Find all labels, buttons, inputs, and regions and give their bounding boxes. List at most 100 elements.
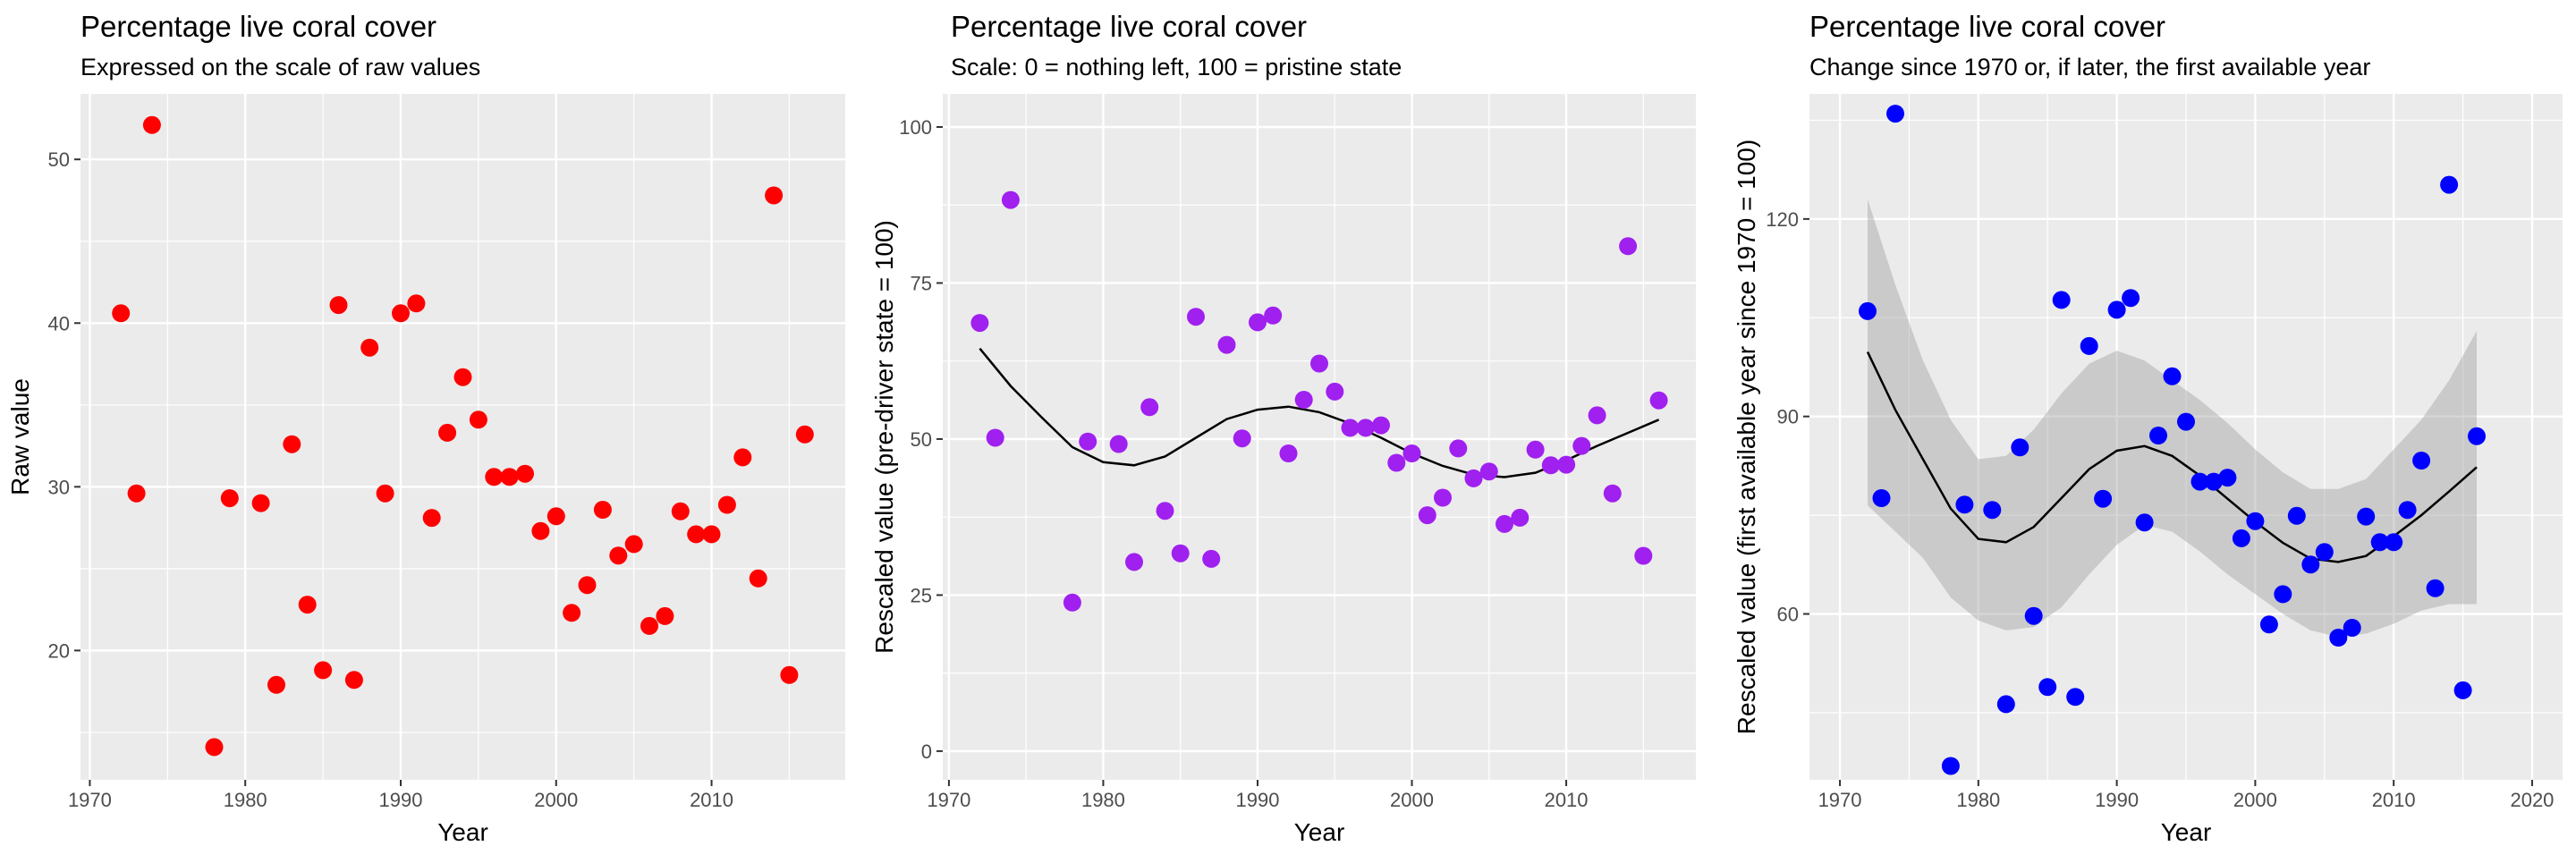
chart-title: Percentage live coral cover: [1809, 10, 2165, 43]
data-point: [1264, 306, 1283, 325]
data-point: [1464, 469, 1483, 487]
data-point: [127, 484, 146, 503]
x-tick-label: 2020: [2510, 789, 2554, 811]
data-point: [795, 425, 814, 444]
data-point: [2107, 300, 2126, 319]
data-point: [2440, 175, 2459, 194]
data-point: [1402, 444, 1421, 462]
data-point: [1634, 546, 1653, 565]
data-point: [2135, 513, 2154, 532]
data-point: [1109, 435, 1128, 453]
y-tick-label: 20: [48, 639, 70, 662]
data-point: [531, 521, 550, 540]
data-point: [1279, 444, 1298, 462]
y-tick-label: 90: [1777, 406, 1799, 428]
x-axis-title: Year: [437, 818, 488, 846]
y-axis-title: Raw value: [6, 378, 34, 495]
data-point: [407, 294, 426, 313]
y-axis-title: Rescaled value (pre-driver state = 100): [870, 220, 898, 654]
data-point: [298, 596, 317, 614]
data-point: [765, 186, 784, 205]
data-point: [142, 115, 161, 134]
data-point: [267, 675, 285, 694]
chart-subtitle: Change since 1970 or, if later, the firs…: [1809, 54, 2370, 80]
data-point: [1372, 416, 1390, 435]
data-point: [1526, 440, 1545, 459]
data-point: [2315, 543, 2334, 562]
data-point: [970, 314, 989, 333]
chart-panel-1: 1970 1980 1990 2000 2010 20 30 40 50 Percentage l…: [6, 10, 845, 846]
data-point: [1387, 453, 1406, 472]
data-point: [1588, 406, 1606, 425]
x-tick-label: 1970: [1818, 789, 1862, 811]
chart-title: Percentage live coral cover: [951, 10, 1307, 43]
data-point: [112, 304, 131, 323]
data-point: [1202, 549, 1221, 568]
data-point: [1326, 382, 1344, 401]
data-point: [702, 525, 721, 544]
data-point: [1079, 432, 1097, 451]
data-point: [251, 494, 270, 512]
data-point: [500, 468, 519, 486]
data-point: [485, 468, 504, 486]
data-point: [563, 604, 581, 622]
x-tick-label: 2000: [534, 789, 578, 811]
data-point: [314, 661, 333, 680]
plot-panel-background: [80, 94, 845, 780]
data-point: [2038, 678, 2057, 697]
data-point: [2177, 412, 2195, 431]
x-tick-label: 2010: [2372, 789, 2416, 811]
y-tick-label: 50: [48, 148, 70, 171]
x-tick-label: 2010: [1545, 789, 1589, 811]
data-point: [1156, 502, 1174, 520]
x-tick-label: 1980: [1956, 789, 2000, 811]
data-point: [593, 501, 612, 519]
x-tick-label: 1980: [224, 789, 267, 811]
data-point: [438, 423, 457, 442]
y-axis-title: Rescaled value (first available year sin…: [1733, 140, 1760, 734]
data-point: [2301, 555, 2320, 574]
data-point: [1140, 398, 1159, 417]
chart-subtitle: Expressed on the scale of raw values: [80, 54, 480, 80]
plot-panel-background: [943, 94, 1696, 780]
data-point: [1603, 484, 1622, 503]
data-point: [1434, 488, 1452, 507]
data-point: [780, 665, 799, 684]
data-point: [2287, 506, 2306, 525]
data-point: [469, 410, 487, 429]
data-point: [516, 464, 534, 483]
y-tick-label: 30: [48, 476, 70, 498]
data-point: [1496, 514, 1513, 533]
data-point: [2205, 472, 2223, 491]
data-point: [1649, 391, 1668, 410]
data-point: [1341, 419, 1360, 437]
data-point: [1941, 757, 1960, 775]
data-point: [1557, 455, 1576, 474]
data-point: [1511, 508, 1530, 527]
data-point: [1171, 544, 1190, 563]
data-point: [2398, 501, 2417, 520]
data-point: [453, 368, 472, 386]
x-tick-label: 1990: [1236, 789, 1280, 811]
data-point: [1983, 501, 2002, 520]
y-tick-label: 120: [1766, 208, 1799, 231]
x-tick-label: 1980: [1081, 789, 1125, 811]
y-tick-label: 75: [911, 272, 932, 294]
data-point: [2163, 367, 2182, 385]
chart-title: Percentage live coral cover: [80, 10, 436, 43]
data-point: [2468, 427, 2486, 445]
data-point: [624, 535, 643, 554]
x-tick-label: 2000: [1390, 789, 1434, 811]
data-point: [2094, 489, 2113, 508]
data-point: [687, 525, 706, 544]
data-point: [2052, 291, 2071, 309]
x-tick-label: 1970: [68, 789, 112, 811]
data-point: [2024, 606, 2043, 625]
x-tick-label: 2000: [2233, 789, 2277, 811]
y-tick-label: 0: [921, 740, 932, 763]
data-point: [2453, 681, 2472, 699]
data-point: [1249, 313, 1267, 332]
x-axis-title: Year: [1294, 818, 1345, 846]
data-point: [717, 495, 736, 514]
